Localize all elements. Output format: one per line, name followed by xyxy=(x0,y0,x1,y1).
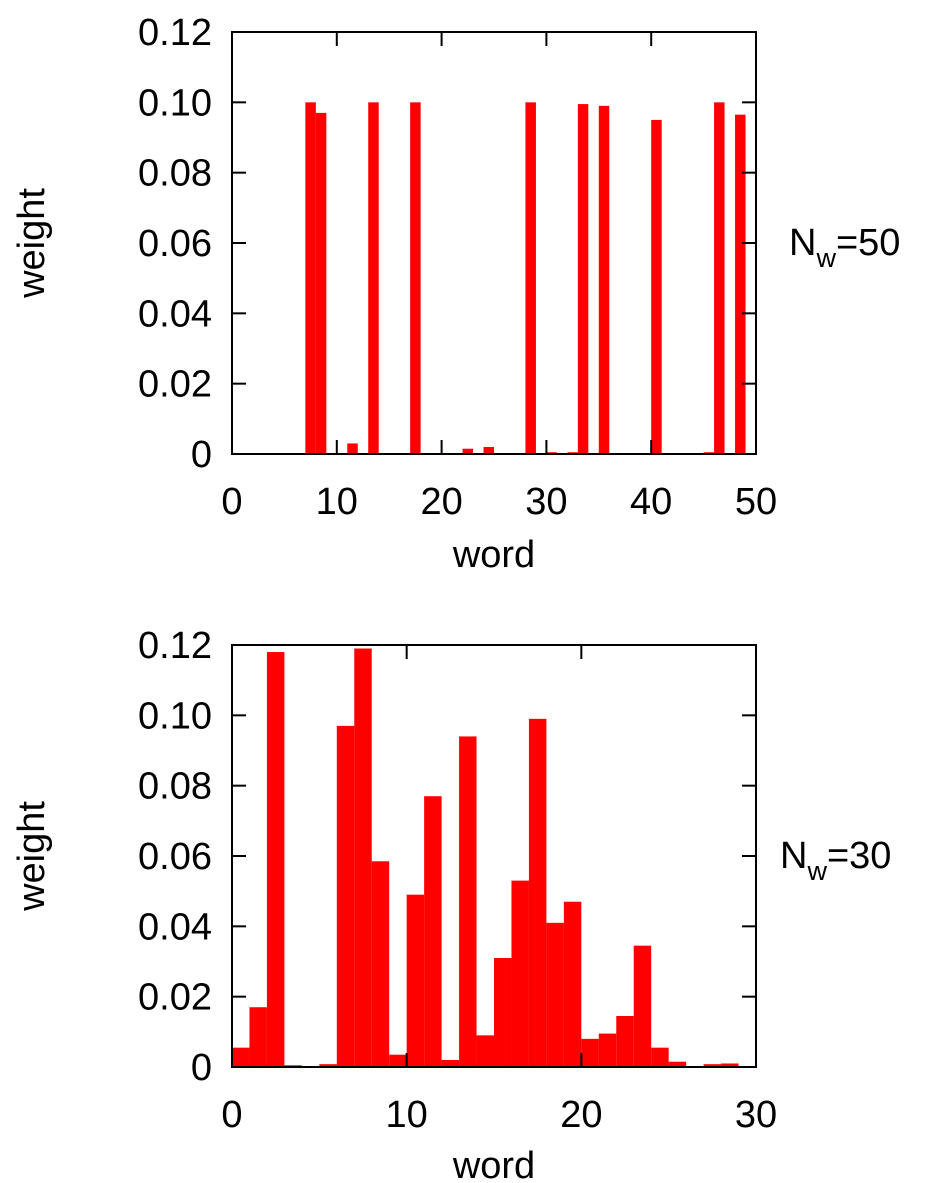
y-axis-label-top: weight xyxy=(11,188,53,299)
bar-top-13 xyxy=(368,102,379,454)
bar-bottom-12 xyxy=(441,1059,460,1067)
y-axis-label-bottom: weight xyxy=(11,801,53,912)
bar-bottom-23 xyxy=(633,945,652,1067)
bar-top-17 xyxy=(410,102,421,454)
ticks-top xyxy=(231,31,757,455)
y-tick-label-top-0-02: 0.02 xyxy=(138,364,212,406)
bar-top-8 xyxy=(315,112,327,454)
bar-bottom-17 xyxy=(528,718,547,1067)
x-tick-label-top-20: 20 xyxy=(420,481,462,523)
y-tick-label-top-0-04: 0.04 xyxy=(138,293,212,335)
y-tick-label-bottom-0-04: 0.04 xyxy=(138,906,212,948)
bar-bottom-22 xyxy=(616,1016,634,1067)
y-tick-label-bottom-0: 0 xyxy=(191,1047,212,1089)
bar-bottom-25 xyxy=(668,1061,687,1067)
bar-bottom-21 xyxy=(598,1033,617,1067)
y-tick-label-bottom-0-06: 0.06 xyxy=(138,836,212,878)
y-tick-label-top-0-1: 0.10 xyxy=(138,82,212,124)
bar-bottom-19 xyxy=(563,901,582,1067)
bar-bottom-1 xyxy=(249,1007,267,1067)
x-tick-label-bottom-20: 20 xyxy=(560,1094,602,1136)
bar-top-11 xyxy=(347,443,358,454)
bar-bottom-0 xyxy=(232,1047,250,1067)
x-axis-label-bottom: word xyxy=(452,1145,535,1183)
series-label-bottom-sub: w xyxy=(806,856,827,886)
y-tick-label-bottom-0-12: 0.12 xyxy=(138,625,212,667)
bar-top-35 xyxy=(598,105,610,454)
y-tick-label-top-0: 0 xyxy=(191,434,212,476)
y-tick-label-bottom-0-02: 0.02 xyxy=(138,977,212,1019)
bar-top-28 xyxy=(525,102,536,454)
series-label-top: Nw=50 xyxy=(789,222,900,273)
series-label-bottom-rest: =30 xyxy=(827,835,891,877)
series-label-top-main: N xyxy=(789,222,816,264)
tick-labels-bottom: 0 10 20 30 0 0.02 0.04 0.06 0.08 0.10 0.12 xyxy=(138,625,777,1136)
chart-panel-bottom: 0 10 20 30 0 0.02 0.04 0.06 0.08 0.10 0.12 word we… xyxy=(11,625,891,1183)
bar-bottom-14 xyxy=(476,1035,494,1067)
bar-top-48 xyxy=(735,114,746,455)
series-label-bottom: Nw=30 xyxy=(780,835,891,886)
bar-bottom-16 xyxy=(511,880,529,1067)
bar-bottom-24 xyxy=(651,1047,669,1067)
y-tick-label-top-0-08: 0.08 xyxy=(138,153,212,195)
bars-top xyxy=(305,102,746,455)
bar-bottom-6 xyxy=(336,725,355,1067)
bar-top-33 xyxy=(577,104,589,454)
bar-bottom-27 xyxy=(703,1064,722,1067)
bar-top-22 xyxy=(462,448,474,454)
y-tick-label-bottom-0-08: 0.08 xyxy=(138,766,212,808)
bar-bottom-28 xyxy=(721,1063,739,1067)
x-tick-label-bottom-0: 0 xyxy=(221,1094,242,1136)
x-tick-label-top-10: 10 xyxy=(316,481,358,523)
bar-bottom-13 xyxy=(459,736,477,1067)
chart-panel-top: 0 10 20 30 40 50 0 0.02 0.04 0.06 0.08 0.10 0.12 wor… xyxy=(11,12,900,576)
bar-top-7 xyxy=(305,102,316,454)
bar-bottom-2 xyxy=(266,652,285,1067)
bar-bottom-5 xyxy=(319,1064,337,1067)
bar-top-46 xyxy=(714,102,725,454)
bar-top-40 xyxy=(651,119,662,455)
tick-labels-top: 0 10 20 30 40 50 0 0.02 0.04 0.06 0.08 0.10 0.12 xyxy=(138,12,777,523)
x-tick-label-top-50: 50 xyxy=(735,481,777,523)
ticks-bottom xyxy=(231,644,757,1068)
bar-top-24 xyxy=(483,446,494,454)
series-label-bottom-main: N xyxy=(780,835,807,877)
bar-bottom-10 xyxy=(406,894,425,1067)
bar-bottom-20 xyxy=(581,1038,599,1067)
x-tick-label-bottom-10: 10 xyxy=(386,1094,428,1136)
x-tick-label-bottom-30: 30 xyxy=(735,1094,777,1136)
bar-bottom-18 xyxy=(546,922,564,1067)
y-tick-label-top-0-12: 0.12 xyxy=(138,12,212,54)
x-tick-label-top-30: 30 xyxy=(525,481,567,523)
bar-bottom-11 xyxy=(424,796,442,1067)
bar-bottom-15 xyxy=(494,957,512,1067)
bars-bottom xyxy=(232,648,739,1067)
series-label-top-rest: =50 xyxy=(836,222,900,264)
x-tick-label-top-0: 0 xyxy=(221,481,242,523)
y-tick-label-top-0-06: 0.06 xyxy=(138,223,212,265)
y-tick-label-bottom-0-1: 0.10 xyxy=(138,695,212,737)
bar-bottom-8 xyxy=(371,861,390,1067)
x-tick-label-top-40: 40 xyxy=(630,481,672,523)
bar-bottom-9 xyxy=(389,1054,407,1067)
series-label-top-sub: w xyxy=(815,243,836,273)
x-axis-label-top: word xyxy=(452,534,535,576)
bar-bottom-7 xyxy=(354,648,372,1067)
